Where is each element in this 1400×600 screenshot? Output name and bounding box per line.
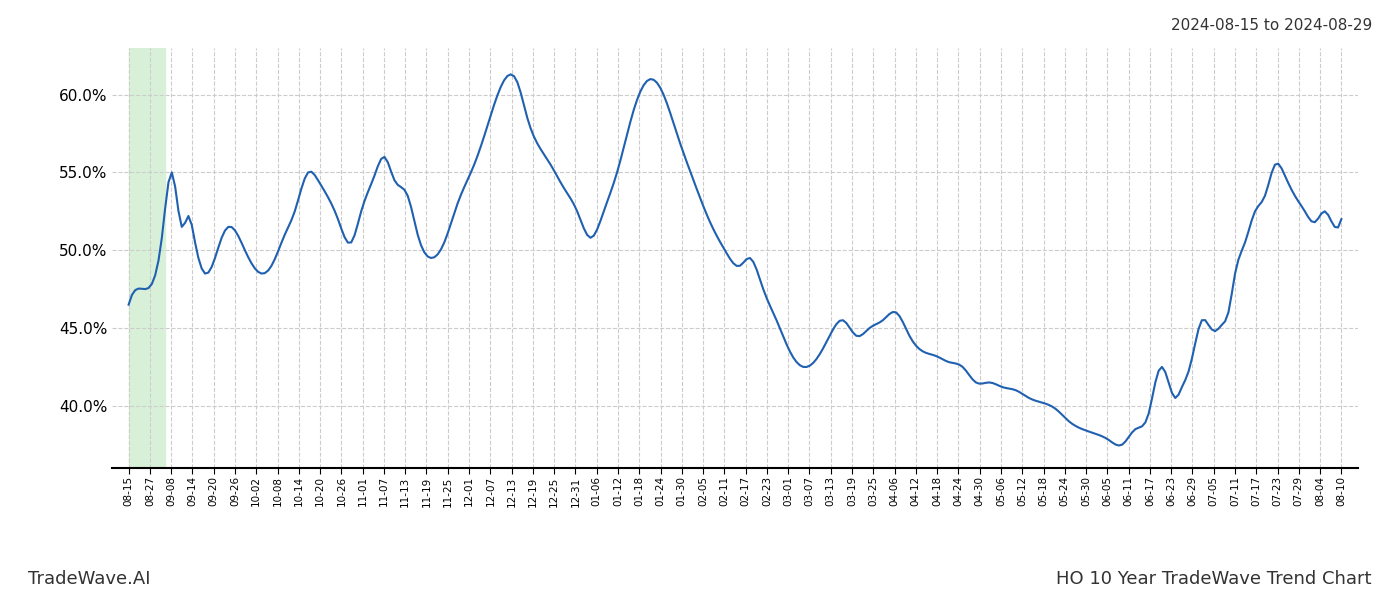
Text: 2024-08-15 to 2024-08-29: 2024-08-15 to 2024-08-29 [1170, 18, 1372, 33]
Text: TradeWave.AI: TradeWave.AI [28, 570, 151, 588]
Bar [129, 48, 165, 468]
Text: HO 10 Year TradeWave Trend Chart: HO 10 Year TradeWave Trend Chart [1057, 570, 1372, 588]
